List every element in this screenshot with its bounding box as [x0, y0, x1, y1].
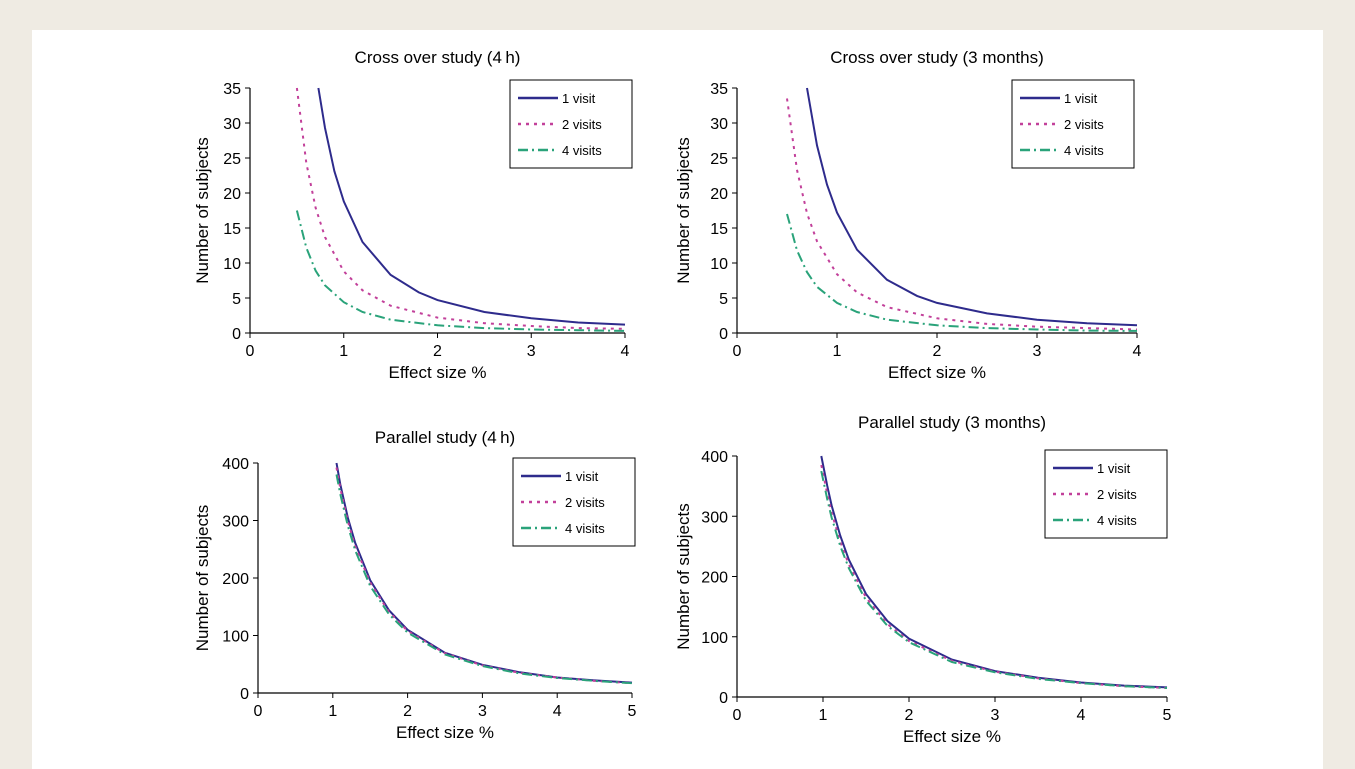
- chart-parallel-4h: Parallel study (4 h) 0 1 2 3 4 5 0 100 200 300 400 E…: [193, 428, 637, 742]
- legend-label: 2 visits: [565, 495, 605, 510]
- x-tick-label: 0: [254, 703, 263, 720]
- x-tick-label: 1: [819, 707, 828, 724]
- x-axis-label: Effect size %: [888, 363, 986, 382]
- legend-label: 2 visits: [562, 117, 602, 132]
- y-tick-label: 25: [223, 151, 241, 168]
- y-tick-label: 0: [719, 690, 728, 707]
- x-tick-label: 0: [246, 343, 255, 360]
- y-tick-label: 300: [701, 509, 728, 526]
- x-tick-label: 5: [1163, 707, 1172, 724]
- series-line-2: [295, 87, 626, 330]
- y-axis-label: Number of subjects: [674, 137, 693, 283]
- chart-title: Cross over study (3 months): [830, 48, 1044, 67]
- x-tick-label: 5: [628, 703, 637, 720]
- y-tick-label: 25: [710, 151, 728, 168]
- y-axis-label: Number of subjects: [193, 505, 212, 651]
- chart-title: Parallel study (4 h): [375, 428, 515, 447]
- y-tick-label: 400: [701, 449, 728, 466]
- x-tick-label: 2: [905, 707, 914, 724]
- x-tick-label: 4: [553, 703, 562, 720]
- x-tick-label: 0: [733, 343, 742, 360]
- legend-label: 4 visits: [1064, 143, 1104, 158]
- legend-box: [512, 457, 636, 547]
- chart-crossover-3months: Cross over study (3 months) 0 1 2 3 4 0 5 10 15 20…: [674, 48, 1142, 382]
- y-tick-label: 15: [223, 221, 241, 238]
- series-line-3: [335, 474, 633, 685]
- y-tick-label: 20: [710, 186, 728, 203]
- x-tick-label: 3: [1033, 343, 1042, 360]
- chart-parallel-3months: Parallel study (3 months) 0 1 2 3 4 5 0 100 200 30…: [674, 413, 1172, 746]
- series-line-3: [295, 210, 626, 332]
- x-axis-label: Effect size %: [903, 727, 1001, 746]
- y-tick-label: 5: [719, 291, 728, 308]
- legend-label: 1 visit: [565, 469, 599, 484]
- legend-label: 1 visit: [1064, 91, 1098, 106]
- x-tick-label: 1: [339, 343, 348, 360]
- legend-label: 2 visits: [1097, 487, 1137, 502]
- x-tick-label: 2: [433, 343, 442, 360]
- x-tick-label: 1: [833, 343, 842, 360]
- x-axis-label: Effect size %: [389, 363, 487, 382]
- y-tick-label: 0: [232, 326, 241, 343]
- x-tick-label: 3: [527, 343, 536, 360]
- legend-label: 4 visits: [1097, 513, 1137, 528]
- y-tick-label: 5: [232, 291, 241, 308]
- legend-label: 1 visit: [562, 91, 596, 106]
- x-tick-label: 3: [478, 703, 487, 720]
- y-tick-label: 0: [240, 686, 249, 703]
- y-tick-label: 200: [701, 570, 728, 587]
- y-tick-label: 30: [710, 116, 728, 133]
- chart-title: Parallel study (3 months): [858, 413, 1046, 432]
- y-tick-label: 0: [719, 326, 728, 343]
- y-tick-label: 35: [223, 81, 241, 98]
- x-tick-label: 3: [991, 707, 1000, 724]
- y-tick-label: 10: [223, 256, 241, 273]
- y-tick-label: 35: [710, 81, 728, 98]
- y-tick-label: 400: [222, 456, 249, 473]
- y-axis-label: Number of subjects: [674, 503, 693, 649]
- series-line-3: [786, 213, 1138, 332]
- legend-label: 4 visits: [562, 143, 602, 158]
- series-line-1: [806, 87, 1138, 327]
- y-tick-label: 100: [222, 629, 249, 646]
- legend-label: 1 visit: [1097, 461, 1131, 476]
- x-tick-label: 4: [621, 343, 630, 360]
- y-tick-label: 300: [222, 514, 249, 531]
- chart-crossover-4h: Cross over study (4 h) 0 1 2 3 4 0 5 10 15 20 25 30 3…: [193, 48, 633, 382]
- x-tick-label: 0: [733, 707, 742, 724]
- series-line-1: [317, 87, 626, 326]
- x-axis-label: Effect size %: [396, 723, 494, 742]
- y-tick-label: 100: [701, 630, 728, 647]
- legend-label: 4 visits: [565, 521, 605, 536]
- y-tick-label: 20: [223, 186, 241, 203]
- chart-title: Cross over study (4 h): [355, 48, 521, 67]
- x-tick-label: 2: [403, 703, 412, 720]
- x-tick-label: 2: [933, 343, 942, 360]
- series-line-3: [820, 470, 1168, 689]
- y-tick-label: 10: [710, 256, 728, 273]
- x-tick-label: 4: [1133, 343, 1142, 360]
- legend-label: 2 visits: [1064, 117, 1104, 132]
- y-tick-label: 200: [222, 571, 249, 588]
- y-axis-label: Number of subjects: [193, 137, 212, 283]
- x-tick-label: 4: [1077, 707, 1086, 724]
- legend-box: [1011, 79, 1135, 169]
- legend-box: [1044, 449, 1168, 539]
- legend-box: [509, 79, 633, 169]
- x-tick-label: 1: [328, 703, 337, 720]
- y-tick-label: 30: [223, 116, 241, 133]
- y-tick-label: 15: [710, 221, 728, 238]
